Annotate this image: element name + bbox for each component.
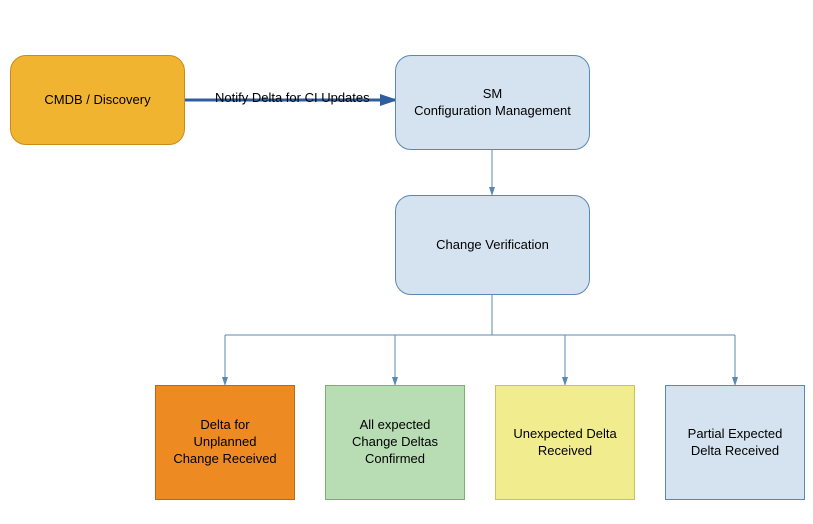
node-out1-label: Delta forUnplannedChange Received — [173, 417, 276, 468]
node-out4-label: Partial ExpectedDelta Received — [688, 426, 783, 460]
node-out3-label: Unexpected DeltaReceived — [513, 426, 616, 460]
node-cmdb: CMDB / Discovery — [10, 55, 185, 145]
node-out2: All expectedChange DeltasConfirmed — [325, 385, 465, 500]
node-out2-label: All expectedChange DeltasConfirmed — [352, 417, 438, 468]
node-sm-label: SMConfiguration Management — [414, 86, 571, 120]
node-cmdb-label: CMDB / Discovery — [44, 92, 150, 109]
node-cv-label: Change Verification — [436, 237, 549, 254]
node-out3: Unexpected DeltaReceived — [495, 385, 635, 500]
node-cv: Change Verification — [395, 195, 590, 295]
node-out1: Delta forUnplannedChange Received — [155, 385, 295, 500]
node-sm: SMConfiguration Management — [395, 55, 590, 150]
node-out4: Partial ExpectedDelta Received — [665, 385, 805, 500]
edge-e1-label: Notify Delta for CI Updates — [215, 90, 370, 105]
